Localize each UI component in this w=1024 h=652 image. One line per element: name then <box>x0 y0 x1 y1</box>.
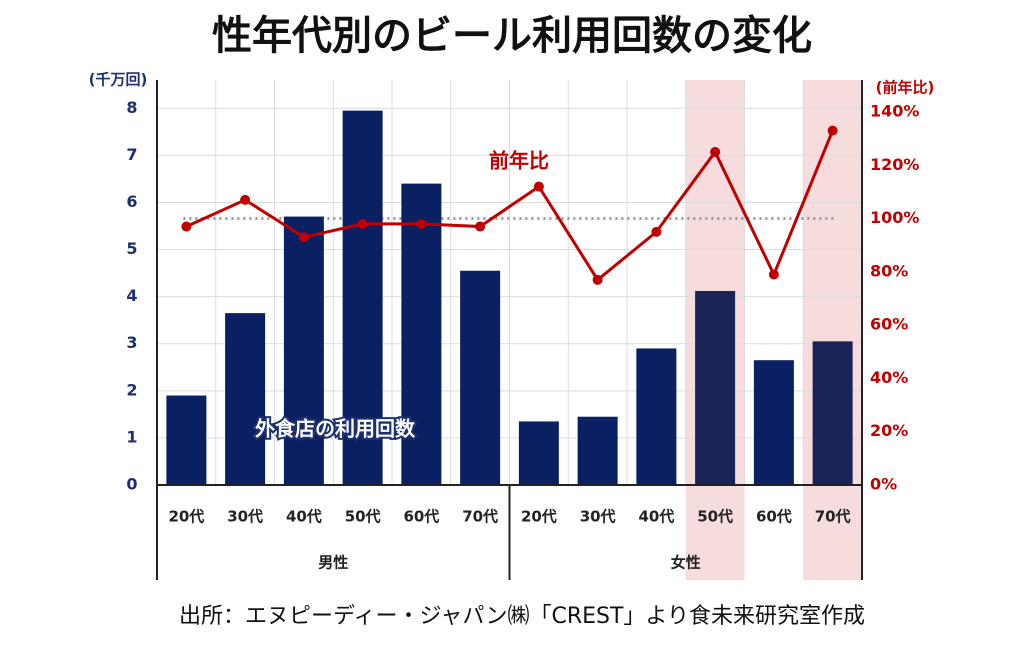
bar <box>401 183 442 485</box>
source-note: 出所：エヌピーディー・ジャパン㈱「CREST」より食未来研究室作成 <box>179 604 865 629</box>
y2-tick-label: 0% <box>870 475 897 494</box>
line-annotation: 前年比 <box>489 149 549 173</box>
bar <box>636 348 677 485</box>
highlight-band <box>803 80 862 580</box>
line-marker <box>827 125 838 136</box>
line-marker <box>416 218 427 229</box>
y-axis-label: (千万回) <box>89 71 148 89</box>
group-label: 男性 <box>318 554 348 572</box>
bar <box>753 360 794 485</box>
x-tick-label: 70代 <box>815 508 851 526</box>
line-marker <box>475 221 486 232</box>
y2-tick-label: 120% <box>870 155 919 174</box>
y2-tick-label: 60% <box>870 315 908 334</box>
bar <box>812 341 853 485</box>
line <box>185 130 835 283</box>
bar <box>577 416 618 485</box>
bar-annotation: 外食店の利用回数 <box>255 417 416 441</box>
y-tick-label: 1 <box>126 427 137 446</box>
x-tick-label: 50代 <box>345 508 381 526</box>
x-tick-label: 50代 <box>697 508 733 526</box>
line-marker <box>651 226 662 237</box>
x-tick-label: 60代 <box>756 508 792 526</box>
y-tick-label: 3 <box>126 333 137 352</box>
y2-tick-label: 40% <box>870 368 908 387</box>
y2-tick-label: 140% <box>870 101 919 120</box>
x-tick-label: 70代 <box>462 508 498 526</box>
line-marker <box>592 274 603 285</box>
y-tick-label: 2 <box>126 380 137 399</box>
y-tick-label: 8 <box>126 98 137 117</box>
chart-title: 性年代別のビール利用回数の変化 <box>212 13 812 59</box>
y2-tick-label: 100% <box>870 208 919 227</box>
bar <box>342 110 383 485</box>
x-tick-label: 40代 <box>638 508 674 526</box>
bar <box>283 216 324 485</box>
line-marker <box>768 269 779 280</box>
bar <box>695 290 736 485</box>
line-marker <box>710 146 721 157</box>
line-marker <box>181 221 192 232</box>
x-tick-label: 40代 <box>286 508 322 526</box>
line-marker <box>298 232 309 243</box>
y-tick-label: 6 <box>126 192 137 211</box>
bar <box>166 395 207 485</box>
x-tick-label: 30代 <box>227 508 263 526</box>
group-label: 女性 <box>671 554 701 572</box>
bar <box>518 421 559 485</box>
x-tick-label: 20代 <box>168 508 204 526</box>
x-tick-label: 20代 <box>521 508 557 526</box>
y-tick-label: 7 <box>126 145 137 164</box>
x-tick-label: 60代 <box>403 508 439 526</box>
line-marker <box>357 218 368 229</box>
y2-tick-label: 20% <box>870 421 908 440</box>
y-tick-label: 4 <box>126 286 137 305</box>
y2-tick-label: 80% <box>870 261 908 280</box>
y-tick-label: 5 <box>126 239 137 258</box>
bar <box>225 313 266 485</box>
line-marker <box>533 181 544 192</box>
x-tick-label: 30代 <box>580 508 616 526</box>
y-tick-label: 0 <box>126 475 137 494</box>
bar <box>460 270 501 485</box>
y2-axis-label: (前年比) <box>876 79 935 97</box>
line-marker <box>240 194 251 205</box>
